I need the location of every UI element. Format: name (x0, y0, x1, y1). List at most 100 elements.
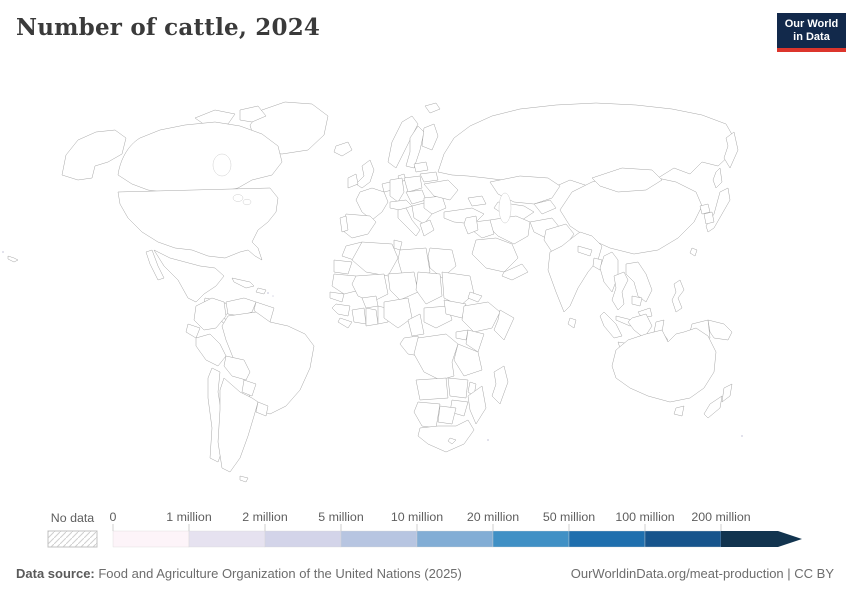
country-egypt[interactable] (427, 247, 457, 279)
country-united-states[interactable] (117, 187, 279, 261)
country-czech-hungary[interactable] (405, 189, 427, 205)
country-south-africa[interactable] (417, 419, 475, 453)
country-peru[interactable] (195, 333, 227, 367)
country-ireland[interactable] (347, 173, 359, 189)
country-sudan[interactable] (441, 271, 475, 307)
country-tunisia[interactable] (393, 239, 403, 251)
country-belarus[interactable] (419, 171, 439, 183)
legend-bin[interactable] (188, 530, 266, 548)
country-new-zealand-south[interactable] (703, 395, 723, 419)
country-cambodia[interactable] (631, 295, 643, 307)
country-greece[interactable] (419, 219, 435, 237)
country-russia-sakhalin[interactable] (712, 167, 723, 189)
country-eritrea[interactable] (467, 291, 483, 303)
country-ivory-coast[interactable] (351, 307, 367, 325)
country-saudi-arabia[interactable] (471, 237, 519, 273)
country-svalbard[interactable] (424, 102, 441, 114)
country-nigeria[interactable] (383, 297, 413, 329)
country-thailand[interactable] (611, 271, 629, 311)
country-falkland-islands[interactable] (239, 475, 249, 483)
country-western-sahara[interactable] (333, 259, 353, 275)
country-canada[interactable] (117, 121, 283, 195)
country-poland[interactable] (403, 175, 423, 193)
country-north-korea[interactable] (699, 203, 711, 215)
country-bolivia[interactable] (223, 355, 251, 381)
country-canada-arctic-islands[interactable] (239, 105, 267, 123)
country-russia-kamchatka[interactable] (723, 131, 739, 169)
country-tanzania[interactable] (453, 343, 483, 377)
country-niger[interactable] (387, 271, 419, 301)
country-south-korea[interactable] (703, 211, 715, 225)
country-levant[interactable] (463, 215, 479, 235)
country-mozambique[interactable] (467, 385, 487, 425)
country-botswana[interactable] (437, 405, 457, 425)
country-guinea[interactable] (331, 303, 351, 317)
country-iceland[interactable] (333, 141, 353, 157)
country-cuba[interactable] (231, 277, 255, 289)
country-brazil[interactable] (221, 311, 315, 415)
country-cameroon[interactable] (407, 313, 425, 337)
country-drc[interactable] (413, 333, 459, 381)
legend-bin[interactable] (264, 530, 342, 548)
country-australia-tasmania[interactable] (673, 405, 685, 417)
country-uganda[interactable] (455, 329, 469, 341)
legend-bin[interactable] (721, 531, 778, 547)
country-sierra-leone-liberia[interactable] (337, 317, 353, 329)
owid-logo[interactable]: Our World in Data (777, 13, 846, 52)
country-papua-new-guinea[interactable] (707, 319, 733, 341)
country-caucasus[interactable] (467, 195, 487, 207)
country-lesotho[interactable] (447, 437, 457, 445)
country-myanmar[interactable] (599, 251, 619, 293)
country-venezuela[interactable] (225, 297, 257, 317)
owid-link[interactable]: OurWorldinData.org/meat-production | CC … (570, 566, 834, 581)
country-ghana[interactable] (365, 307, 379, 327)
country-uruguay[interactable] (255, 401, 269, 417)
country-argentina[interactable] (217, 377, 259, 473)
country-madagascar[interactable] (491, 365, 509, 405)
country-italy[interactable] (397, 207, 421, 237)
country-usa-hawaii[interactable] (7, 255, 19, 263)
country-finland[interactable] (421, 123, 439, 151)
country-yemen-oman[interactable] (501, 263, 529, 281)
country-sweden[interactable] (405, 125, 425, 169)
country-nepal[interactable] (577, 245, 593, 257)
country-united-kingdom[interactable] (355, 159, 375, 189)
country-france[interactable] (355, 187, 389, 221)
country-hispaniola[interactable] (255, 287, 267, 295)
legend-no-data-swatch[interactable] (47, 530, 98, 548)
country-new-zealand-north[interactable] (721, 383, 733, 403)
country-mexico[interactable] (145, 249, 225, 303)
country-bangladesh[interactable] (592, 257, 603, 271)
country-senegal[interactable] (329, 291, 345, 303)
country-baltics[interactable] (413, 161, 429, 173)
country-russia[interactable] (437, 102, 735, 189)
country-algeria[interactable] (351, 241, 399, 277)
country-paraguay[interactable] (241, 379, 257, 397)
country-indonesia-sumatra[interactable] (599, 311, 623, 339)
country-kyrgyzstan-tajikistan[interactable] (533, 199, 557, 215)
legend-bin[interactable] (568, 530, 646, 548)
country-ecuador[interactable] (185, 323, 201, 339)
country-somalia[interactable] (493, 309, 515, 341)
country-australia[interactable] (611, 327, 717, 403)
legend-bin[interactable] (644, 530, 722, 548)
country-germany[interactable] (389, 177, 405, 203)
country-south-sudan[interactable] (443, 299, 467, 319)
country-chad[interactable] (415, 271, 443, 305)
legend-bin[interactable] (112, 530, 190, 548)
country-sri-lanka[interactable] (567, 317, 577, 329)
country-alpine-states[interactable] (389, 199, 413, 211)
country-namibia[interactable] (413, 401, 441, 429)
country-ukraine[interactable] (423, 179, 459, 201)
legend-bin[interactable] (416, 530, 494, 548)
country-ethiopia[interactable] (461, 301, 501, 333)
country-mauritania[interactable] (331, 273, 361, 295)
country-philippines[interactable] (671, 279, 685, 313)
country-mongolia[interactable] (591, 167, 663, 193)
country-usa-alaska[interactable] (61, 129, 127, 181)
country-colombia[interactable] (193, 297, 227, 331)
country-zambia[interactable] (447, 377, 469, 399)
country-central-african-republic[interactable] (423, 305, 453, 329)
country-taiwan[interactable] (689, 247, 698, 257)
country-portugal[interactable] (339, 215, 349, 233)
